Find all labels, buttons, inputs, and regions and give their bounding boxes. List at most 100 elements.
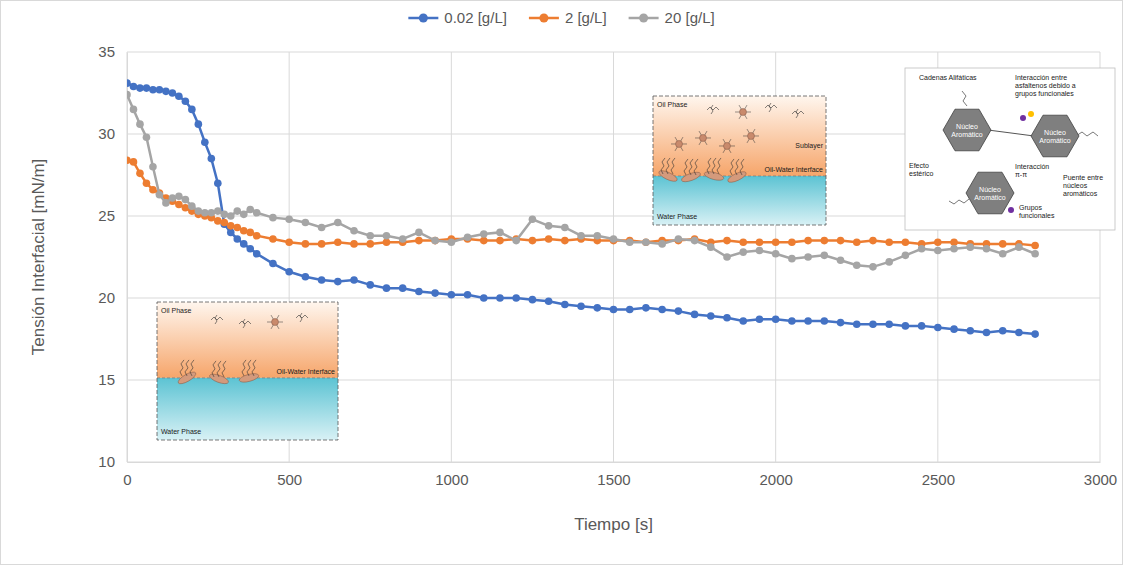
series-marker	[169, 194, 177, 202]
series-marker	[269, 260, 277, 268]
functional-group	[1020, 115, 1026, 121]
series-marker	[869, 237, 877, 245]
series-marker	[772, 316, 780, 324]
series-marker	[658, 240, 666, 248]
aggregate-chain	[681, 137, 683, 141]
series-marker	[545, 235, 553, 243]
series-marker	[658, 306, 666, 314]
series-marker	[902, 252, 910, 260]
series-marker	[221, 211, 229, 219]
y-tick-label: 20	[98, 289, 115, 306]
series-marker	[383, 238, 391, 246]
series-marker	[723, 314, 731, 322]
series-marker	[821, 317, 829, 325]
aliphatic-chain	[712, 158, 716, 174]
x-axis: 050010001500200025003000	[123, 462, 1117, 488]
floating-molecule	[792, 109, 804, 118]
aliphatic-chain	[740, 159, 744, 175]
aliphatic-chain	[735, 159, 739, 175]
annotation-text: Efectoestérico	[909, 162, 934, 177]
series-marker	[869, 320, 877, 328]
series-marker	[130, 106, 138, 114]
series-marker	[175, 92, 183, 100]
series-marker	[285, 268, 293, 276]
inset-interface: Oil PhaseOil-Water InterfaceWater Phase	[157, 302, 338, 440]
aliphatic-chain	[689, 159, 693, 175]
series-marker	[302, 219, 310, 227]
annotation-text: Interacción entreasfaltenos debido agrup…	[1015, 74, 1076, 98]
series-marker	[350, 276, 358, 284]
x-tick-label: 3000	[1084, 471, 1117, 488]
series-marker	[788, 317, 796, 325]
series-marker	[156, 86, 164, 94]
series-marker	[318, 276, 326, 284]
aggregate-chain	[695, 137, 700, 138]
aggregate-chain	[729, 149, 731, 153]
aggregate-chain	[735, 112, 740, 113]
series-marker	[853, 238, 861, 246]
aliphatic-chain	[666, 158, 670, 174]
y-tick: 30	[98, 125, 127, 142]
legend-marker	[419, 14, 428, 23]
x-tick-label: 500	[277, 471, 302, 488]
series-marker	[233, 235, 241, 243]
series-marker	[480, 237, 488, 245]
series-marker	[227, 222, 235, 230]
series-marker	[723, 253, 731, 261]
aggregate-chain	[699, 131, 701, 135]
x-tick: 3000	[1084, 462, 1117, 488]
series-line	[127, 95, 1035, 267]
aromatic-core	[943, 109, 991, 151]
series-marker	[966, 243, 974, 251]
series-marker	[149, 186, 157, 194]
series-marker	[136, 120, 144, 128]
x-tick-label: 1000	[435, 471, 468, 488]
series-group	[127, 79, 1039, 338]
inset-molecular: Cadenas AlifáticasInteracción entreasfal…	[905, 68, 1115, 230]
aliphatic-chain	[242, 360, 246, 376]
series-marker	[837, 256, 845, 264]
series-marker	[642, 238, 650, 246]
legend-marker	[539, 14, 548, 23]
series-marker	[885, 320, 893, 328]
series-marker	[285, 215, 293, 223]
series-marker	[195, 120, 203, 128]
series-marker	[383, 232, 391, 240]
x-tick: 0	[123, 462, 131, 488]
series-marker	[227, 212, 235, 220]
aliphatic-chain	[190, 360, 194, 376]
series-marker	[691, 311, 699, 319]
series-marker	[480, 294, 488, 302]
series-marker	[318, 240, 326, 248]
series-marker	[169, 89, 177, 97]
series-marker	[496, 229, 504, 237]
series-marker	[448, 238, 456, 246]
y-tick: 10	[98, 453, 127, 470]
functional-group	[1028, 111, 1034, 117]
series-marker	[431, 289, 439, 297]
series-marker	[837, 237, 845, 245]
x-tick-label: 2500	[922, 471, 955, 488]
series-marker	[593, 304, 601, 312]
annotation-text: NúcleoAromático	[1039, 129, 1071, 144]
aggregate-chain	[707, 137, 712, 138]
series-marker	[885, 258, 893, 266]
series-marker	[772, 250, 780, 258]
series-marker	[934, 247, 942, 255]
series-marker	[143, 179, 151, 187]
floating-molecule	[211, 315, 223, 324]
series-marker	[739, 238, 747, 246]
y-axis-title: Tensión Interfacial [mN/m]	[29, 159, 48, 356]
annotation-text: Oil Phase	[161, 307, 191, 314]
series-marker	[253, 232, 261, 240]
series-marker	[837, 319, 845, 327]
annotation-text: NúcleoAromático	[974, 186, 1006, 201]
series-marker	[885, 238, 893, 246]
annotation-text: Sublayer	[795, 142, 823, 150]
series-marker	[149, 86, 157, 94]
series-group	[127, 156, 1039, 249]
series-marker	[188, 202, 196, 210]
aggregate-chain	[271, 325, 273, 329]
x-axis-title: Tiempo [s]	[574, 515, 653, 534]
grid-line-x	[127, 52, 128, 462]
